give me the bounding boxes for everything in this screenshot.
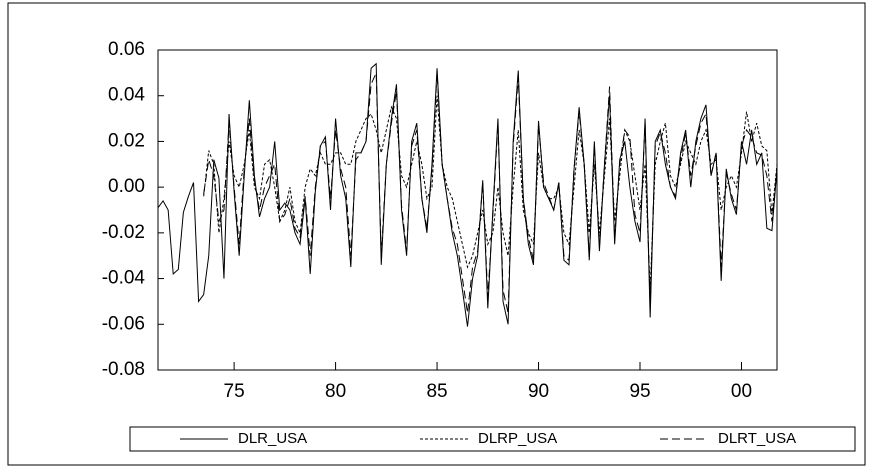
x-tick-label: 00 [731, 381, 752, 402]
legend [129, 426, 856, 452]
legend-label: DLR_USA [238, 430, 307, 447]
frame [7, 2, 866, 466]
y-tick-label: -0.08 [102, 359, 145, 380]
series-line [157, 62, 778, 327]
x-tick-label: 90 [528, 381, 549, 402]
plot-area [157, 49, 778, 371]
y-tick-label: 0.02 [108, 130, 145, 151]
y-tick-label: 0.00 [108, 176, 145, 197]
y-tick-label: -0.02 [102, 222, 145, 243]
x-tick-label: 75 [224, 381, 245, 402]
x-tick-label: 95 [629, 381, 650, 402]
y-tick-label: -0.04 [102, 268, 146, 289]
x-tick-label: 85 [426, 381, 447, 402]
legend-label: DLRP_USA [478, 430, 557, 447]
x-tick-label: 80 [325, 381, 346, 402]
y-tick-label: 0.04 [108, 85, 145, 106]
y-tick-label: 0.06 [108, 39, 145, 60]
series-line [203, 95, 778, 291]
legend-label: DLRT_USA [718, 430, 796, 447]
series-line [203, 72, 778, 313]
y-tick-label: -0.06 [102, 313, 145, 334]
